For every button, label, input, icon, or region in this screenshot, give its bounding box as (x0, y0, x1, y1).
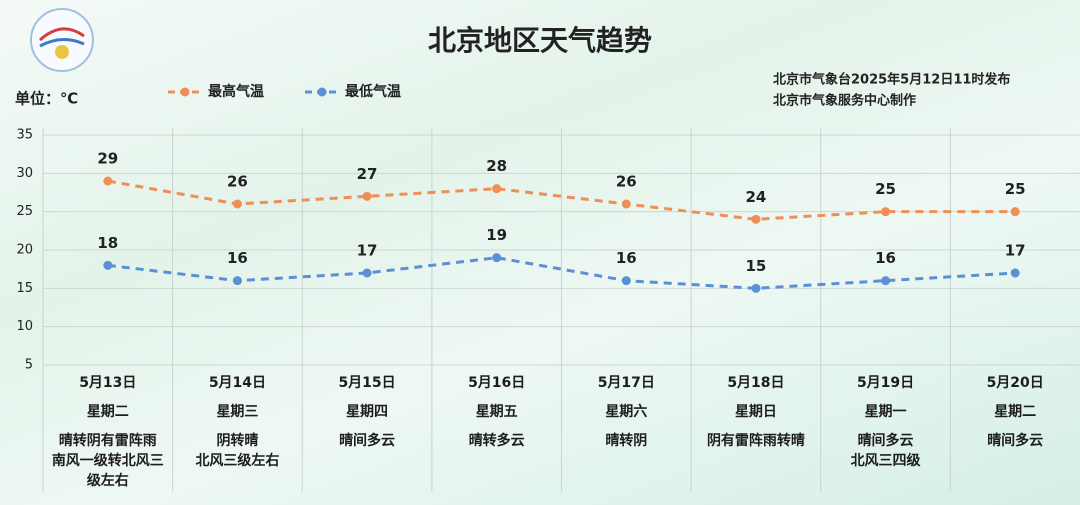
date-label: 5月18日 (727, 375, 785, 391)
series-line (107, 179, 1016, 221)
source-line: 北京市气象台2025年5月12日11时发布 (773, 72, 1010, 88)
data-label: 16 (875, 249, 896, 267)
data-point (881, 207, 891, 217)
data-point (751, 214, 761, 224)
date-label: 5月19日 (856, 375, 915, 391)
data-label: 16 (616, 249, 637, 267)
data-point (362, 268, 372, 278)
data-point (492, 184, 502, 194)
data-point (881, 276, 891, 286)
data-point (1010, 268, 1020, 278)
date-label: 5月17日 (597, 375, 655, 391)
legend-marker (180, 87, 190, 97)
date-label: 5月14日 (208, 375, 267, 391)
weekday-label: 星期二 (994, 404, 1037, 420)
weekday-label: 星期五 (475, 404, 518, 420)
legend-marker (317, 87, 327, 97)
data-label: 15 (746, 257, 767, 275)
weather-text: 晴转阴有雷阵雨 (58, 433, 157, 449)
data-point (751, 283, 761, 293)
date-label: 5月16日 (468, 375, 526, 391)
data-point (232, 276, 242, 286)
legend-label: 最低气温 (345, 83, 401, 100)
weather-text: 晴间多云 (987, 433, 1044, 449)
data-label: 16 (227, 249, 248, 267)
logo (30, 8, 94, 72)
weather-text: 南风一级转北风三级左右 (51, 453, 164, 489)
data-label: 28 (486, 157, 507, 175)
date-label: 5月20日 (986, 375, 1044, 391)
y-tick-label: 25 (16, 204, 33, 219)
data-label: 18 (97, 234, 118, 252)
data-point (1010, 207, 1020, 217)
legend-label: 最高气温 (208, 83, 264, 100)
weekday-label: 星期二 (86, 404, 129, 420)
date-label: 5月13日 (79, 375, 137, 391)
y-tick-label: 10 (16, 319, 33, 334)
data-label: 29 (97, 150, 118, 168)
source-line: 北京市气象服务中心制作 (773, 93, 916, 109)
y-tick-label: 35 (16, 128, 33, 143)
weekday-label: 星期六 (605, 404, 648, 420)
weather-text: 晴间多云 (857, 433, 914, 449)
data-label: 19 (486, 226, 507, 244)
data-point (492, 253, 502, 263)
data-label: 27 (357, 165, 378, 183)
data-point (103, 176, 113, 186)
data-point (621, 199, 631, 209)
data-label: 24 (746, 188, 767, 206)
data-label: 17 (357, 242, 378, 260)
weekday-label: 星期四 (346, 404, 389, 420)
data-point (362, 191, 372, 201)
unit-label: 单位：℃ (15, 90, 78, 108)
weather-text: 晴间多云 (339, 433, 396, 449)
data-point (232, 199, 242, 209)
data-point (621, 276, 631, 286)
data-label: 17 (1005, 242, 1026, 260)
series-line (107, 256, 1016, 290)
data-label: 25 (1005, 180, 1026, 198)
weather-text: 北风三四级 (850, 453, 921, 469)
data-label: 26 (227, 173, 248, 191)
weather-text: 晴转多云 (468, 433, 525, 449)
y-tick-label: 15 (16, 281, 33, 296)
weekday-label: 星期三 (216, 404, 259, 420)
weather-text: 阴转晴 (216, 433, 259, 449)
data-label: 26 (616, 173, 637, 191)
date-label: 5月15日 (338, 375, 396, 391)
data-point (103, 260, 113, 270)
weather-text: 北风三级左右 (195, 453, 280, 469)
weekday-label: 星期日 (734, 404, 777, 420)
weekday-label: 星期一 (864, 404, 907, 420)
weather-text: 晴转阴 (605, 433, 648, 449)
y-tick-label: 30 (16, 166, 33, 181)
data-label: 25 (875, 180, 896, 198)
y-tick-label: 5 (25, 358, 33, 373)
title: 北京地区天气趋势 (428, 24, 652, 57)
y-tick-label: 20 (16, 243, 33, 258)
weather-text: 阴有雷阵雨转晴 (706, 433, 805, 449)
